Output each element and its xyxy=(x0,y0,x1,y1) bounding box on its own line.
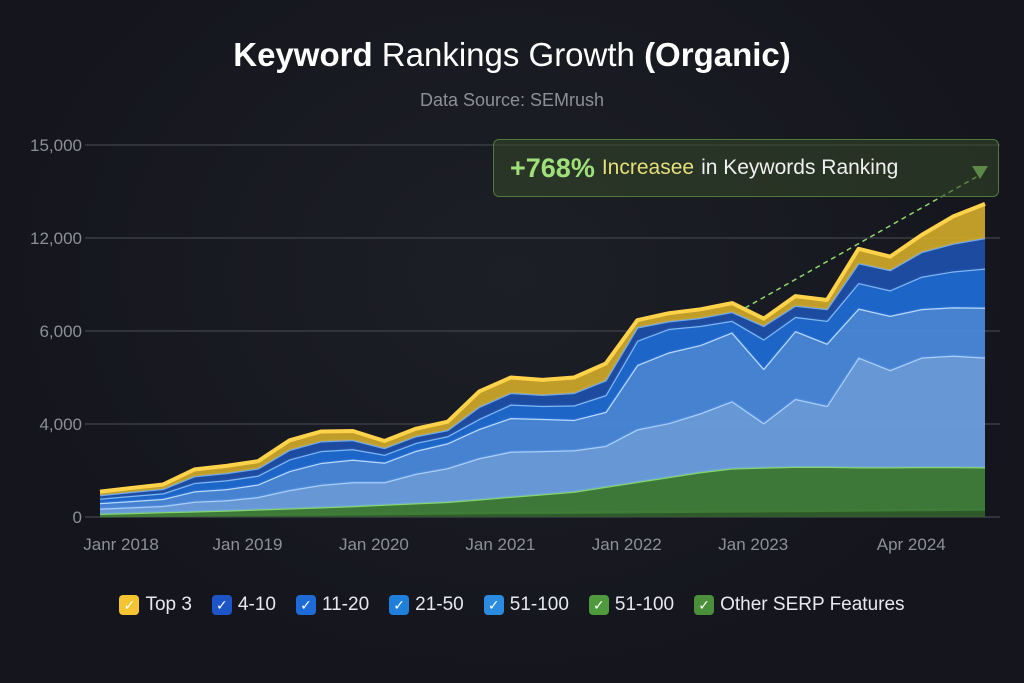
y-tick-label: 0 xyxy=(73,508,82,527)
checkbox-check-icon[interactable]: ✓ xyxy=(389,595,410,615)
area-21-50 xyxy=(100,307,985,509)
y-tick-label: 4,000 xyxy=(39,415,82,434)
checkbox-check-icon[interactable]: ✓ xyxy=(295,595,316,615)
annotation-box: +768% Increasee in Keywords Ranking xyxy=(493,139,999,197)
checkbox-check-icon[interactable]: ✓ xyxy=(483,595,504,615)
annotation-percent: +768% xyxy=(510,152,595,183)
legend-item[interactable]: ✓ 4-10 xyxy=(211,594,276,616)
legend-label: 11-20 xyxy=(321,594,370,615)
x-tick-label: Janr 2018 xyxy=(83,535,159,554)
title-part-organic: (Organic) xyxy=(644,36,791,73)
x-tick-label: Jan 2021 xyxy=(465,535,535,554)
x-tick-label: Jan 2020 xyxy=(339,535,409,554)
title-part-keyword: Keyword xyxy=(233,36,373,73)
x-tick-label: Apr 2024 xyxy=(877,535,946,554)
y-tick-label: 12,000 xyxy=(30,229,82,248)
annotation-text: in Keywords Ranking xyxy=(701,156,899,179)
y-tick-label: 15,000 xyxy=(30,136,82,155)
checkbox-check-icon[interactable]: ✓ xyxy=(119,595,140,615)
annotation-highlight: Increasee xyxy=(601,156,695,179)
legend-item[interactable]: ✓ Top 3 xyxy=(119,594,192,616)
legend-item[interactable]: ✓ 11-20 xyxy=(295,594,370,616)
area-11-20 xyxy=(100,268,985,504)
legend-label: 51-100 xyxy=(614,594,675,615)
area-51-100 xyxy=(100,355,985,514)
chart-subtitle: Data Source: SEMrush xyxy=(419,90,605,110)
x-tick-label: Jan 2023 xyxy=(718,535,788,554)
legend-label: 21-50 xyxy=(415,594,464,615)
title-part-rankings: Rankings Growth xyxy=(381,36,635,73)
series-line xyxy=(99,202,986,494)
legend-item[interactable]: ✓ 21-50 xyxy=(389,594,464,616)
checkbox-check-icon[interactable]: ✓ xyxy=(694,595,715,615)
checkbox-check-icon[interactable]: ✓ xyxy=(211,595,232,615)
legend-label: 4-10 xyxy=(237,594,276,615)
chart-title: Keyword Rankings Growth (Organic) xyxy=(0,36,1024,74)
legend-item[interactable]: ✓ Other SERP Features xyxy=(694,594,905,616)
legend-label: Other SERP Features xyxy=(720,594,905,615)
y-tick-label: 6,000 xyxy=(39,322,82,341)
x-tick-label: Jan 2019 xyxy=(213,535,283,554)
legend-label: 51-100 xyxy=(509,594,569,615)
legend: ✓ Top 3 ✓ 4-10 ✓ 11-20 ✓ 21-50 ✓ 51-100 ✓ 51-100 ✓ Ot… xyxy=(0,594,1024,616)
legend-item[interactable]: ✓ 51-100 xyxy=(483,594,569,616)
legend-item[interactable]: ✓ 51-100 xyxy=(588,594,675,616)
legend-label: Top 3 xyxy=(145,594,192,615)
x-tick-label: Jan 2022 xyxy=(592,535,662,554)
checkbox-check-icon[interactable]: ✓ xyxy=(588,595,609,615)
area-51-100 xyxy=(100,466,985,517)
